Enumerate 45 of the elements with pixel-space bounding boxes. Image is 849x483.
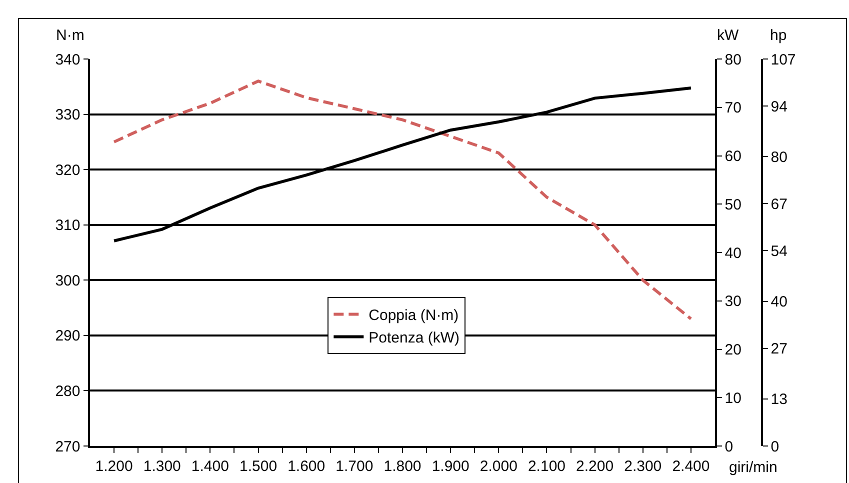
y-axis-title: N·m xyxy=(56,27,84,44)
x-tick-label: 1.200 xyxy=(95,458,133,475)
y3-tick-label: 80 xyxy=(770,148,788,166)
y3-tick-label: 94 xyxy=(770,98,788,116)
x-tick-label: 2.400 xyxy=(672,458,710,475)
y-tick-label: 290 xyxy=(55,328,80,345)
y-tick-label: 320 xyxy=(55,162,80,179)
y2-tick-label: 30 xyxy=(724,293,742,310)
x-tick-label: 1.900 xyxy=(432,458,470,475)
y-tick-label: 280 xyxy=(55,382,80,400)
y-tick-label: 300 xyxy=(55,272,80,290)
x-tick-label: 1.700 xyxy=(336,458,374,475)
y-tick-label: 270 xyxy=(55,438,80,456)
y3-tick-label: 27 xyxy=(770,340,788,358)
y2-axis-title: kW xyxy=(717,27,740,44)
y-tick-label: 330 xyxy=(55,106,80,124)
y2-tick-label: 0 xyxy=(724,438,734,456)
y3-axis-title: hp xyxy=(770,27,787,44)
y3-tick-label: 13 xyxy=(770,391,788,408)
y2-tick-label: 80 xyxy=(724,51,742,68)
y3-tick-label: 0 xyxy=(770,438,780,456)
y3-tick-label: 40 xyxy=(770,294,788,311)
legend-label: Potenza (kW) xyxy=(368,330,460,347)
legend-label: Coppia (N·m) xyxy=(368,307,459,324)
x-axis-title: giri/min xyxy=(729,459,778,476)
x-tick-label: 1.800 xyxy=(384,458,422,475)
x-tick-label: 2.300 xyxy=(624,458,662,475)
y2-tick-label: 40 xyxy=(724,244,742,262)
x-tick-label: 1.500 xyxy=(239,458,278,475)
y2-tick-label: 10 xyxy=(724,390,742,407)
x-tick-label: 1.600 xyxy=(288,458,326,475)
x-tick-label: 2.200 xyxy=(576,458,614,475)
y3-tick-label: 67 xyxy=(770,196,788,213)
y2-tick-label: 20 xyxy=(724,342,742,358)
y-tick-label: 340 xyxy=(55,51,80,68)
x-tick-label: 1.300 xyxy=(143,458,181,475)
y3-tick-label: 54 xyxy=(770,242,788,260)
x-tick-label: 2.000 xyxy=(480,458,518,475)
y3-tick-label: 107 xyxy=(770,51,796,68)
y2-tick-label: 70 xyxy=(724,100,742,117)
x-tick-label: 1.400 xyxy=(191,458,229,475)
x-tick-label: 2.100 xyxy=(528,458,566,475)
y2-tick-label: 50 xyxy=(724,196,742,214)
y2-tick-label: 60 xyxy=(724,148,742,165)
y-tick-label: 310 xyxy=(55,217,80,234)
